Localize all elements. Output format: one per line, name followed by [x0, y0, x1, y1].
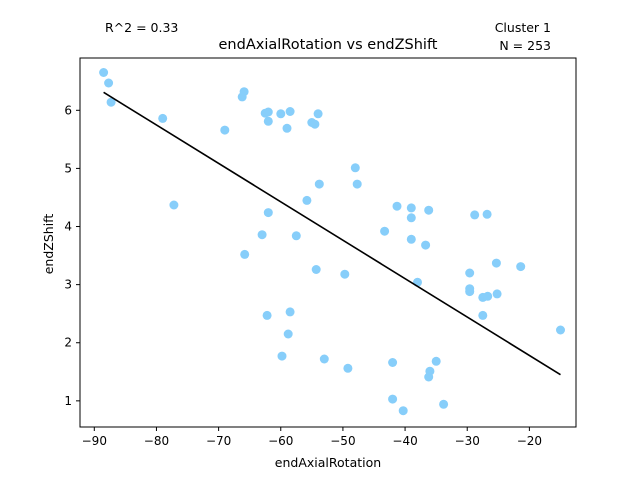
data-point	[392, 201, 402, 211]
data-point	[470, 210, 480, 220]
data-point	[257, 230, 267, 240]
data-point	[380, 226, 390, 236]
y-tick-label: 2	[64, 336, 72, 350]
y-tick-label: 1	[64, 394, 72, 408]
data-points	[99, 68, 565, 416]
data-point	[263, 116, 273, 126]
y-axis-label: endZShift	[41, 214, 56, 275]
data-point	[277, 351, 287, 361]
data-point	[421, 240, 431, 250]
data-point	[311, 265, 321, 274]
y-axis-ticks: 1 2 3 4 5 6	[64, 103, 80, 408]
x-tick-label: −30	[455, 434, 480, 448]
cluster-annotation: Cluster 1	[495, 20, 551, 35]
x-tick-label: −50	[330, 434, 355, 448]
data-point	[283, 329, 293, 339]
data-point	[104, 78, 114, 88]
data-point	[398, 406, 408, 416]
data-point	[388, 394, 398, 404]
data-point	[313, 109, 323, 119]
data-point	[239, 87, 249, 97]
y-tick-label: 3	[64, 278, 72, 292]
x-tick-label: −90	[82, 434, 107, 448]
data-point	[319, 354, 329, 364]
data-point	[343, 363, 353, 373]
data-point	[478, 310, 488, 320]
data-point	[99, 68, 109, 77]
data-point	[465, 268, 475, 278]
data-point	[556, 325, 565, 335]
data-point	[516, 262, 526, 272]
data-point	[169, 200, 179, 210]
data-point	[482, 209, 492, 219]
data-point	[291, 231, 301, 241]
data-point	[491, 258, 501, 268]
x-tick-label: −60	[268, 434, 293, 448]
chart-title: endAxialRotation vs endZShift	[219, 37, 438, 53]
data-point	[492, 289, 502, 299]
data-point	[285, 107, 295, 116]
data-point	[282, 123, 292, 133]
y-tick-label: 4	[64, 220, 72, 234]
axes-frame	[79, 57, 577, 428]
data-point	[106, 97, 116, 107]
count-annotation: N = 253	[499, 38, 551, 53]
data-point	[431, 356, 441, 366]
x-tick-label: −70	[206, 434, 231, 448]
x-axis-ticks: −90 −80 −70 −60 −50 −40 −30 −20	[82, 427, 542, 448]
regression-line	[103, 91, 561, 376]
data-point	[406, 203, 416, 213]
x-axis-label: endAxialRotation	[275, 455, 381, 470]
data-point	[263, 107, 273, 117]
data-point	[483, 291, 493, 301]
data-point	[276, 109, 286, 119]
data-point	[285, 307, 295, 317]
data-point	[302, 195, 312, 205]
data-point	[388, 358, 398, 367]
data-point	[350, 163, 360, 173]
data-point	[406, 213, 416, 223]
data-point	[439, 399, 449, 409]
data-point	[263, 208, 273, 218]
x-tick-label: −20	[517, 434, 542, 448]
y-tick-label: 5	[64, 161, 72, 175]
r-squared-annotation: R^2 = 0.33	[105, 20, 178, 35]
data-point	[240, 249, 250, 259]
data-point	[465, 287, 475, 297]
x-tick-label: −40	[392, 434, 417, 448]
data-point	[314, 179, 324, 189]
data-point	[424, 372, 434, 382]
data-point	[310, 119, 320, 129]
y-tick-label: 6	[64, 103, 72, 117]
data-point	[262, 310, 272, 320]
data-point	[406, 234, 416, 244]
x-tick-label: −80	[144, 434, 169, 448]
data-point	[424, 205, 434, 215]
data-point	[352, 179, 362, 189]
data-point	[158, 113, 168, 123]
data-point	[340, 269, 350, 279]
regression-line-group	[103, 91, 561, 376]
data-point	[220, 125, 230, 135]
